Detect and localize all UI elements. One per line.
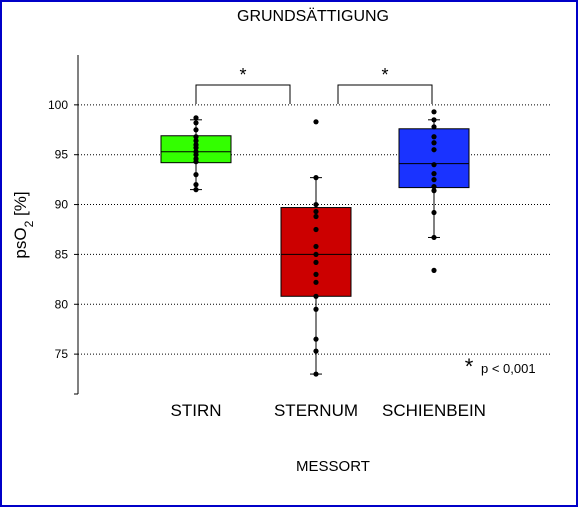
y-tick-label: 95 xyxy=(55,148,69,162)
box-group-sternum xyxy=(280,119,352,377)
data-point xyxy=(193,115,199,121)
data-point xyxy=(193,145,199,151)
significance-bracket xyxy=(337,84,433,104)
significance-bracket xyxy=(195,84,291,104)
x-tick-label: SCHIENBEIN xyxy=(382,401,486,420)
data-point xyxy=(431,140,437,146)
x-axis-label: MESSORT xyxy=(296,458,370,475)
data-point xyxy=(193,120,199,126)
data-point xyxy=(431,134,437,140)
data-point xyxy=(193,172,199,178)
x-tick-label: STIRN xyxy=(171,401,222,420)
data-point xyxy=(313,201,319,208)
x-tick-label: STERNUM xyxy=(274,401,358,420)
y-tick-label: 80 xyxy=(55,297,69,311)
data-point xyxy=(193,159,199,165)
annotation-star: * xyxy=(465,354,474,379)
y-ticks: 75 80 85 90 95 100 xyxy=(48,98,78,395)
data-point xyxy=(313,271,319,277)
data-point xyxy=(313,243,319,250)
y-tick-label: 75 xyxy=(55,347,69,361)
data-point xyxy=(313,259,319,265)
data-point xyxy=(431,234,437,241)
data-point xyxy=(431,177,437,183)
y-tick-label: 85 xyxy=(55,247,69,261)
data-point xyxy=(431,162,437,168)
data-point xyxy=(431,124,437,130)
data-point xyxy=(313,175,319,181)
data-point xyxy=(431,109,437,115)
box-group-stirn xyxy=(160,115,232,193)
y-tick-label: 90 xyxy=(55,198,69,212)
box-group-schienbein xyxy=(398,109,470,273)
x-tick-labels: STIRN STERNUM SCHIENBEIN xyxy=(171,401,486,420)
data-point xyxy=(313,371,319,377)
data-point xyxy=(313,336,319,342)
data-point xyxy=(193,138,199,144)
data-point xyxy=(193,134,199,140)
data-point xyxy=(313,348,319,354)
significance-brackets: * * xyxy=(195,65,433,104)
data-point xyxy=(431,117,437,123)
data-point xyxy=(193,127,199,133)
data-point xyxy=(313,208,319,215)
data-point xyxy=(431,209,437,216)
data-point xyxy=(313,279,319,285)
data-point xyxy=(313,226,319,233)
data-point xyxy=(313,306,319,312)
data-point xyxy=(313,213,319,220)
data-point xyxy=(431,147,437,153)
data-point xyxy=(193,152,199,158)
significance-star: * xyxy=(381,65,388,85)
data-point xyxy=(193,182,199,188)
data-point xyxy=(431,188,437,194)
p-value-annotation: p < 0,001 xyxy=(481,361,536,376)
boxes xyxy=(160,109,470,377)
y-tick-label: 100 xyxy=(48,98,68,112)
data-point xyxy=(431,171,437,177)
data-point xyxy=(431,267,437,273)
data-point xyxy=(313,119,319,125)
data-point xyxy=(193,187,199,193)
y-axis-label: psO2 [%] xyxy=(11,191,36,258)
data-point xyxy=(313,293,319,299)
significance-star: * xyxy=(239,65,246,85)
data-point xyxy=(431,184,437,190)
data-point xyxy=(313,251,319,258)
chart-title: GRUNDSÄTTIGUNG xyxy=(237,7,389,25)
